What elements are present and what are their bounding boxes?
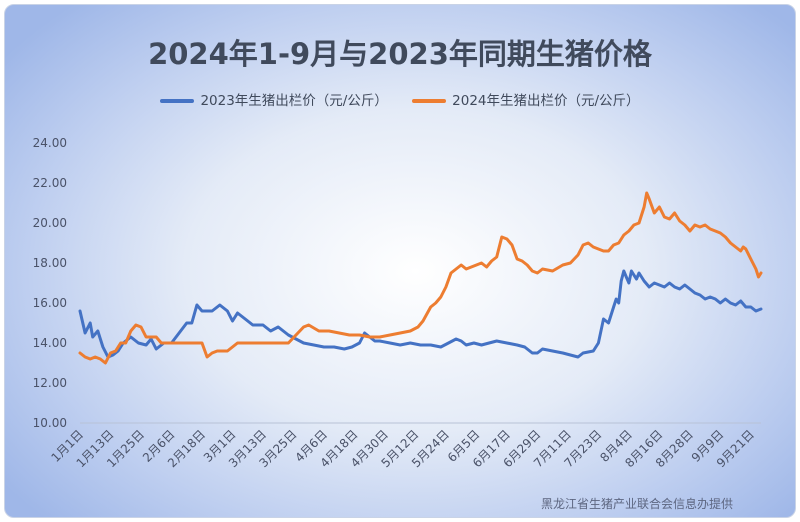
chart-legend: 2023年生猪出栏价（元/公斤） 2024年生猪出栏价（元/公斤） — [5, 89, 795, 109]
y-tick-label: 14.00 — [33, 336, 67, 350]
legend-swatch-2023 — [160, 99, 195, 103]
chart-title: 2024年1-9月与2023年同期生猪价格 — [148, 37, 652, 71]
legend-item-2023: 2023年生猪出栏价（元/公斤） — [160, 89, 388, 109]
source-note: 黑龙江省生猪产业联合会信息办提供 — [540, 497, 733, 511]
legend-item-2024: 2024年生猪出栏价（元/公斤） — [412, 89, 640, 109]
series-line-2023 — [78, 269, 763, 359]
legend-label-2023: 2023年生猪出栏价（元/公斤） — [200, 93, 388, 109]
legend-label-2024: 2024年生猪出栏价（元/公斤） — [452, 93, 640, 109]
chart-frame: 2024年1-9月与2023年同期生猪价格 2023年生猪出栏价（元/公斤） 2… — [4, 4, 796, 518]
y-tick-label: 20.00 — [33, 216, 67, 230]
series-line-2024 — [78, 191, 763, 365]
y-tick-label: 18.00 — [33, 256, 67, 270]
y-tick-label: 16.00 — [33, 296, 67, 310]
legend-swatch-2024 — [412, 99, 447, 103]
chart-plot: 10.00 12.00 14.00 16.00 18.00 20.00 22.00 24.00… — [33, 136, 763, 470]
y-tick-label: 12.00 — [33, 376, 67, 390]
y-tick-label: 22.00 — [33, 176, 67, 190]
y-tick-label: 24.00 — [33, 136, 67, 150]
y-tick-label: 10.00 — [33, 416, 67, 430]
